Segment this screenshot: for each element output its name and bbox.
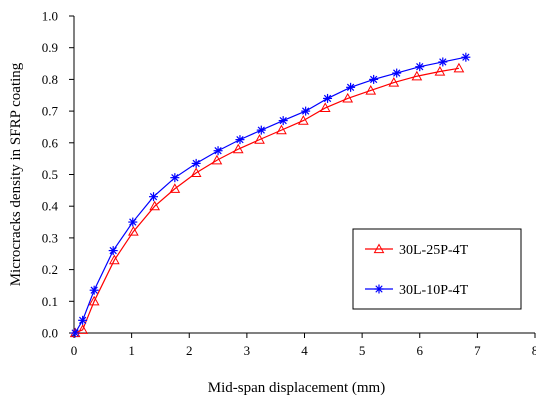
data-point-asterisk xyxy=(346,82,356,92)
y-tick-label: 1.0 xyxy=(42,9,58,24)
data-point-triangle xyxy=(77,324,88,334)
legend-label: 30L-10P-4T xyxy=(399,283,469,298)
asterisk-stroke xyxy=(375,285,383,293)
data-point-triangle xyxy=(190,167,202,178)
data-point-triangle xyxy=(211,154,223,165)
data-point-asterisk xyxy=(438,57,448,67)
data-point-asterisk xyxy=(78,315,88,325)
asterisk-stroke xyxy=(192,159,200,168)
asterisk-stroke xyxy=(369,75,378,84)
asterisk-stroke xyxy=(149,193,158,201)
data-point-triangle xyxy=(388,77,400,87)
y-tick-label: 0.7 xyxy=(42,104,59,119)
data-point-triangle xyxy=(254,134,265,144)
data-point-triangle xyxy=(149,200,161,211)
data-point-asterisk xyxy=(323,93,333,103)
data-point-triangle xyxy=(411,70,423,81)
x-tick-label: 4 xyxy=(301,343,308,358)
asterisk-stroke xyxy=(393,69,401,77)
data-point-asterisk xyxy=(213,146,223,156)
data-point-asterisk xyxy=(301,106,311,116)
y-tick-label: 0.3 xyxy=(42,230,58,245)
asterisk-stroke xyxy=(257,126,265,134)
data-point-asterisk xyxy=(170,173,180,183)
x-tick-label: 0 xyxy=(71,343,78,358)
data-point-asterisk xyxy=(415,62,425,72)
data-point-asterisk xyxy=(108,246,118,256)
asterisk-stroke xyxy=(236,135,244,144)
data-point-asterisk xyxy=(235,135,245,145)
y-tick-label: 0.9 xyxy=(42,40,58,55)
y-tick-label: 0.8 xyxy=(42,72,58,87)
legend: 30L-25P-4T 30L-10P-4T xyxy=(352,228,522,310)
data-point-triangle xyxy=(365,84,377,95)
data-point-triangle xyxy=(169,183,181,193)
data-point-asterisk xyxy=(369,74,379,84)
plot-area: 0 1 2 3 4 5 6 7 8 0.0 0.1 0.2 0.3 0.4 0.5 0.6 0.7 0.8 0.9 1… xyxy=(42,9,536,359)
y-tick-label: 0.2 xyxy=(42,262,58,277)
x-tick-label: 6 xyxy=(417,343,424,358)
y-tick-label: 0.6 xyxy=(42,135,59,150)
data-point-triangle xyxy=(108,254,120,265)
legend-label: 30L-25P-4T xyxy=(399,243,469,258)
y-tick-label: 0.5 xyxy=(42,167,58,182)
x-tick-label: 2 xyxy=(186,343,193,358)
x-tick-label: 7 xyxy=(474,343,481,358)
data-point-asterisk xyxy=(461,52,471,62)
legend-box xyxy=(352,228,522,310)
asterisk-stroke xyxy=(171,174,179,182)
asterisk-stroke xyxy=(71,329,79,337)
data-point-triangle xyxy=(88,295,100,306)
data-point-asterisk xyxy=(392,68,402,78)
data-point-triangle xyxy=(373,243,385,254)
data-point-triangle xyxy=(319,102,331,113)
data-point-triangle xyxy=(434,65,446,76)
data-point-triangle xyxy=(128,226,139,236)
data-point-triangle xyxy=(453,62,465,73)
x-tick-label: 5 xyxy=(359,343,366,358)
data-point-triangle xyxy=(297,115,309,125)
data-point-asterisk xyxy=(128,217,138,227)
asterisk-stroke xyxy=(323,94,332,103)
y-tick-label: 0.1 xyxy=(42,294,58,309)
data-point-asterisk xyxy=(89,285,99,295)
data-point-asterisk xyxy=(191,158,201,168)
y-tick-label: 0.4 xyxy=(42,199,59,214)
asterisk-stroke xyxy=(462,53,470,61)
asterisk-stroke xyxy=(90,286,98,294)
asterisk-stroke xyxy=(416,63,424,71)
series-line-30L-25P-4T xyxy=(74,67,460,334)
series-line-30L-10P-4T xyxy=(74,56,466,334)
data-point-asterisk xyxy=(278,116,288,126)
data-point-asterisk xyxy=(70,328,80,338)
data-point-asterisk xyxy=(374,284,384,294)
data-point-triangle xyxy=(342,92,354,103)
asterisk-stroke xyxy=(129,218,137,226)
data-point-asterisk xyxy=(256,125,266,135)
x-tick-label: 3 xyxy=(244,343,251,358)
x-tick-label: 1 xyxy=(128,343,135,358)
x-tick-label: 8 xyxy=(532,343,536,358)
asterisk-stroke xyxy=(439,58,447,66)
data-point-asterisk xyxy=(149,192,159,202)
y-axis-title: Microcracks density in SFRP coating xyxy=(8,62,24,286)
asterisk-stroke xyxy=(78,316,87,324)
asterisk-stroke xyxy=(301,107,310,115)
asterisk-stroke xyxy=(214,147,222,155)
x-axis-title: Mid-span displacement (mm) xyxy=(208,380,385,396)
asterisk-stroke xyxy=(109,246,117,255)
asterisk-stroke xyxy=(279,116,287,125)
y-tick-label: 0.0 xyxy=(42,326,58,341)
asterisk-stroke xyxy=(346,83,355,91)
data-point-triangle xyxy=(232,143,244,154)
data-point-triangle xyxy=(276,124,287,135)
